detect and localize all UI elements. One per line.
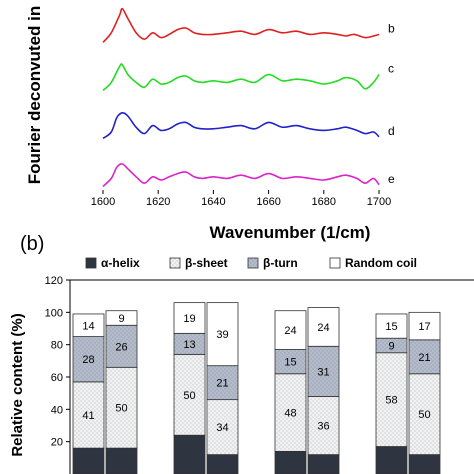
bar-3-coil-segment <box>173 302 206 334</box>
bar-6-helix-segment <box>307 454 340 474</box>
bar-2-sheet-label: 50 <box>115 403 127 415</box>
bar-3-sheet-segment <box>173 353 206 436</box>
legend-label-coil: Random coil <box>345 256 417 270</box>
bar-6-turn-label: 31 <box>317 366 329 378</box>
spectra-series-group: b c d e <box>102 7 395 187</box>
spectrum-line-e <box>102 163 380 187</box>
bar-7-sheet-segment <box>375 352 408 447</box>
bar-4-sheet-segment <box>206 399 239 455</box>
bar-4-turn-label: 21 <box>216 378 228 390</box>
bar-4-coil-segment <box>206 302 239 367</box>
panel-label-b: (b) <box>20 233 44 255</box>
legend-label-helix: α-helix <box>101 256 140 270</box>
bar-1-turn-segment <box>72 336 105 383</box>
bar-2-turn-segment <box>105 324 138 368</box>
bars-group: 41 28 14 50 26 9 50 13 19 34 21 39 48 15 24 36 31 24 58 9 15… <box>72 302 441 474</box>
bar-3-helix-segment <box>173 434 206 474</box>
bar-8-sheet-label: 50 <box>418 409 430 421</box>
bar-1-coil-label: 14 <box>82 320 94 332</box>
bar-1-coil-segment <box>72 313 105 337</box>
spectra-ylabel: Fourier deconvuted in <box>25 6 44 185</box>
bar-1-turn-label: 28 <box>82 354 94 366</box>
bar-3-sheet-label: 50 <box>183 390 195 402</box>
bar-4-coil-label: 39 <box>216 329 228 341</box>
spectrum-line-b <box>102 7 380 43</box>
bar-5-coil-segment <box>274 310 307 350</box>
bar-2-sheet-segment <box>105 366 138 449</box>
bar-3-coil-label: 19 <box>183 313 195 325</box>
spectra-x-tick-label: 1620 <box>146 196 170 208</box>
bar-3-turn-label: 13 <box>183 339 195 351</box>
bar-8-turn-label: 21 <box>418 352 430 364</box>
secondary-structure-panel: (b) α-helix β-sheet β-turn Random coil Rela… <box>9 233 474 474</box>
bar-1-sheet-segment <box>72 381 105 449</box>
spectra-x-tick-label: 1700 <box>367 196 391 208</box>
bar-6-coil-segment <box>307 307 340 347</box>
bar-2-turn-label: 26 <box>115 341 127 353</box>
bars-y-tick-label: 20 <box>51 437 63 449</box>
bars-ylabel: Relative content (%) <box>9 313 26 456</box>
bar-7-sheet-label: 58 <box>385 395 397 407</box>
bar-8-helix-segment <box>408 454 441 474</box>
bar-5-turn-label: 15 <box>284 357 296 369</box>
bar-2-helix-segment <box>105 447 138 474</box>
spectra-xlabel: Wavenumber (1/cm) <box>210 223 371 242</box>
bar-2-coil-label: 9 <box>118 313 124 325</box>
spectrum-label-b: b <box>388 21 395 35</box>
bars-y-tick-label: 40 <box>51 404 63 416</box>
bar-7-turn-label: 9 <box>388 340 394 352</box>
bar-7-helix-segment <box>375 446 408 474</box>
bar-4-helix-segment <box>206 454 239 474</box>
bar-5-sheet-segment <box>274 373 307 452</box>
bar-7-coil-label: 15 <box>385 321 397 333</box>
bar-4-sheet-label: 34 <box>216 422 228 434</box>
bars-y-tick-label: 100 <box>45 307 63 319</box>
bars-y-tick-label: 120 <box>45 275 63 287</box>
bar-2-coil-segment <box>105 310 138 326</box>
bar-5-coil-label: 24 <box>284 325 296 337</box>
bars-y-tick-label: 60 <box>51 372 63 384</box>
spectra-x-tick-label: 1660 <box>256 196 280 208</box>
bar-5-helix-segment <box>274 450 307 474</box>
bar-6-coil-label: 24 <box>317 322 329 334</box>
bar-1-helix-segment <box>72 447 105 474</box>
bar-8-coil-segment <box>408 311 441 341</box>
spectra-x-tick-label: 1640 <box>201 196 225 208</box>
legend-swatch-sheet <box>169 257 181 269</box>
legend-label-sheet: β-sheet <box>185 256 228 270</box>
spectra-x-axis: 1600 1620 1640 1660 1680 1700 <box>91 190 391 208</box>
spectra-x-tick-label: 1680 <box>312 196 336 208</box>
legend-swatch-turn <box>247 257 259 269</box>
bar-4-turn-segment <box>206 365 239 401</box>
spectrum-label-c: c <box>388 61 394 75</box>
bar-5-sheet-label: 48 <box>284 408 296 420</box>
bar-7-coil-segment <box>375 313 408 339</box>
spectra-x-tick-label: 1600 <box>91 196 115 208</box>
legend-swatch-helix <box>85 257 97 269</box>
legend: α-helix β-sheet β-turn Random coil <box>85 256 417 270</box>
bar-1-sheet-label: 41 <box>82 410 94 422</box>
bars-y-axis: 20 40 60 80 100 120 <box>45 275 474 474</box>
spectrum-label-e: e <box>388 172 395 186</box>
legend-label-turn: β-turn <box>263 256 298 270</box>
spectrum-label-d: d <box>388 124 395 138</box>
spectrum-line-c <box>102 63 380 92</box>
bar-5-turn-segment <box>274 349 307 375</box>
spectrum-line-d <box>102 111 380 140</box>
spectra-panel: Fourier deconvuted in 1600 1620 1640 1660 16… <box>25 6 395 242</box>
legend-swatch-coil <box>329 257 341 269</box>
bar-8-coil-label: 17 <box>418 321 430 333</box>
bars-y-tick-label: 80 <box>51 340 63 352</box>
bar-8-turn-segment <box>408 339 441 375</box>
bar-6-sheet-label: 36 <box>317 421 329 433</box>
bar-6-turn-segment <box>307 345 340 397</box>
